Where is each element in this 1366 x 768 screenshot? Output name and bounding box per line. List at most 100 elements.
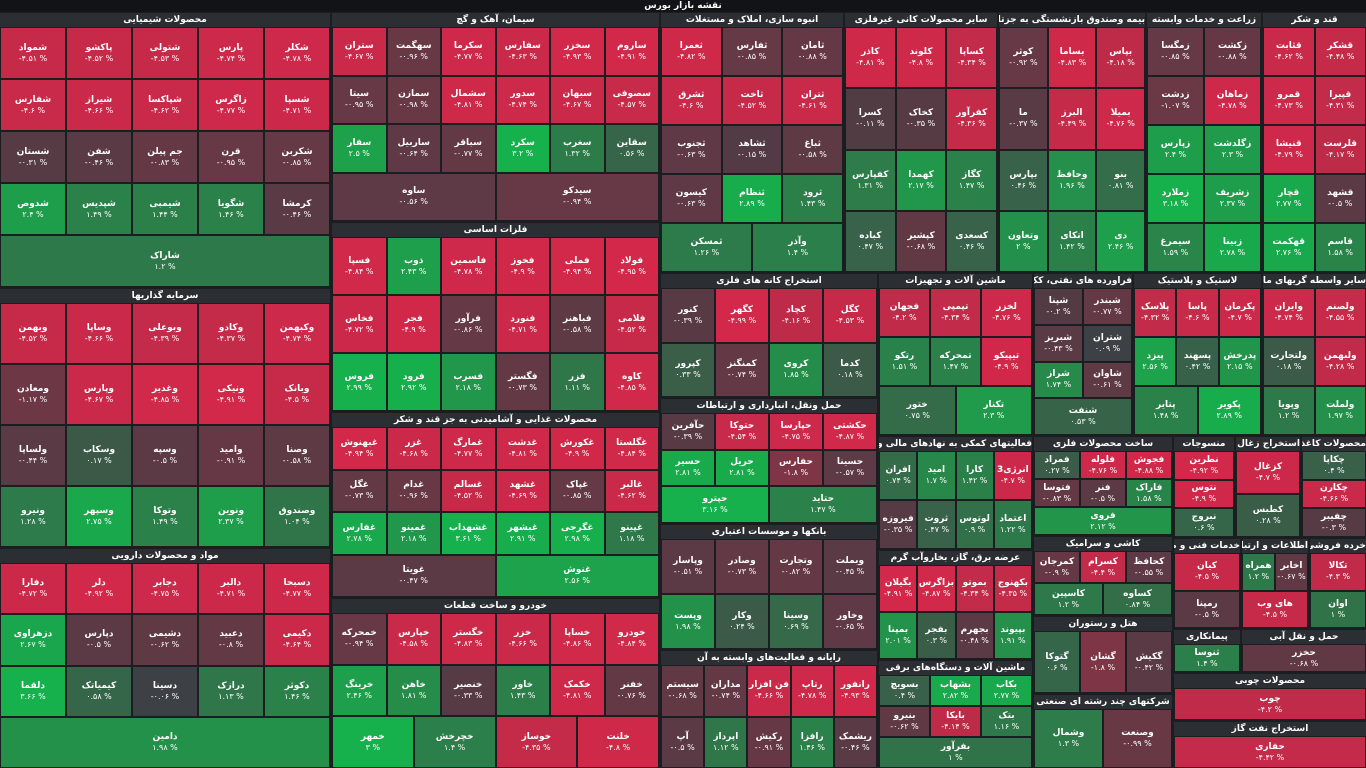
stock-change: ۲.۹۸ % xyxy=(564,533,591,543)
stock-change: -۴.۶۲ % xyxy=(150,105,180,115)
stock-tile: ثامان -۰.۸۸ % xyxy=(782,27,843,76)
stock-tile: فاسمین -۴.۷۸ % xyxy=(441,237,496,295)
stock-tile: وآذر ۱.۴ % xyxy=(752,223,843,272)
stock-tile: فزر ۱.۱۱ % xyxy=(550,353,605,411)
stock-tile: کارا ۱.۴۲ % xyxy=(955,451,994,500)
stock-tile: شاراک ۱.۲ % xyxy=(0,235,330,287)
stock-change: -۴.۳۷ % xyxy=(216,334,246,343)
stock-change: -۴.۶۲ % xyxy=(617,491,646,501)
stock-change: -۴.۵ % xyxy=(284,395,310,404)
stock-tile: خساپا -۴.۸۶ % xyxy=(550,613,605,665)
stock-tile: ونیرو ۱.۲۸ % xyxy=(0,486,66,547)
stock-change: -۴.۵۳ % xyxy=(835,315,865,325)
stock-change: -۴.۳۵ % xyxy=(522,742,551,752)
stock-name: زملارد xyxy=(1161,188,1190,198)
stock-name: فملی xyxy=(564,255,590,266)
stock-change: -۴.۷ % xyxy=(1255,473,1281,482)
stock-change: -۰.۴۲ % xyxy=(1134,662,1164,672)
stock-change: ۳.۶۶ % xyxy=(20,691,46,701)
stock-change: -۰.۹۴ % xyxy=(563,197,592,207)
sector-title: خودرو و ساخت قطعات xyxy=(332,599,659,613)
stock-change: -۴.۷۳ % xyxy=(1274,101,1303,110)
stock-tile: رکیش -۰.۹۱ % xyxy=(747,716,791,768)
stock-change: -۴.۸۴ % xyxy=(345,266,374,276)
stock-name: ونیکی xyxy=(217,384,245,394)
stock-change: -۰.۵۱ % xyxy=(673,567,703,576)
stock-name: ثعمرا xyxy=(679,41,703,51)
sector-title: ساخت محصولات فلزی xyxy=(1034,437,1172,451)
stock-change: -۰.۹۱ % xyxy=(754,742,784,752)
stock-tile: خودرو -۴.۸۴ % xyxy=(604,613,659,665)
stock-tile: ثعمرا -۴.۸۲ % xyxy=(661,27,722,76)
stock-change: -۴.۳۶ % xyxy=(957,119,986,129)
stock-name: غپاک xyxy=(566,480,589,491)
stock-tile: دلر -۴.۹۲ % xyxy=(66,563,132,615)
stock-change: -۴.۵ % xyxy=(1262,609,1288,619)
stock-name: ثجنوب xyxy=(677,139,706,149)
stock-change: -۰.۴۳ % xyxy=(1044,343,1073,353)
stock-name: پسهند xyxy=(1183,351,1212,361)
stock-name: درازک xyxy=(217,680,245,691)
stock-change: -۰.۴۸ % xyxy=(960,636,989,645)
stock-tile: سفارس -۴.۶۳ % xyxy=(495,27,550,76)
sector-title: اطلاعات و ارتباطات xyxy=(1242,539,1308,553)
sector: استخراج کانه های فلزی کگل -۴.۵۳ % کچاد -۴.۱۶… xyxy=(661,274,877,397)
stock-name: کگاز xyxy=(962,169,982,180)
stock-change: ۱.۴۲ % xyxy=(1059,241,1085,251)
stock-tile: فیروزه -۰.۳۵ % xyxy=(879,500,918,549)
stock-tile: شسپا -۴.۷۱ % xyxy=(264,79,330,131)
stock-name: امید xyxy=(927,465,946,475)
sector: استخراج نفت گاز حفاری -۴.۴۲ % xyxy=(1174,722,1366,768)
stock-change: ۰.۴۷ % xyxy=(923,525,950,534)
stock-name: فلامی xyxy=(618,313,646,324)
stock-tile: خگستر -۴.۸۳ % xyxy=(441,613,496,665)
stock-name: سخزر xyxy=(564,40,591,51)
stock-change: -۴.۹۲ % xyxy=(1189,465,1219,475)
stock-name: وتجارت xyxy=(779,556,813,566)
stock-name: بنیرو xyxy=(893,711,916,721)
stock-change: ۱.۴۲ % xyxy=(961,476,988,485)
stock-change: -۴.۸۵ % xyxy=(150,395,180,404)
stock-change: ۱.۴ % xyxy=(443,742,466,752)
stock-name: گتوکا xyxy=(1045,651,1069,662)
stock-name: شکلر xyxy=(285,42,309,53)
stock-tile: غگرجی ۲.۹۸ % xyxy=(550,512,605,555)
sector-title: خدمات فنی و مهندسی xyxy=(1174,539,1240,553)
stock-change: -۴.۷۷ % xyxy=(454,448,483,458)
stock-name: کگل xyxy=(840,304,860,315)
stock-tile: انرژی3 -۴.۷ % xyxy=(993,451,1032,500)
stock-tile: امید ۱.۷ % xyxy=(917,451,956,500)
stock-tile: بکاب ۲.۷۷ % xyxy=(981,675,1032,706)
stock-tile: غالبر -۴.۶۲ % xyxy=(604,469,659,512)
stock-change: ۱.۹۸ % xyxy=(675,622,701,631)
stock-tile: مداران -۰.۷۴ % xyxy=(704,665,748,717)
stock-tile: حتوکا -۴.۵۴ % xyxy=(715,413,769,450)
sector: قند و شکر قشکر -۴.۴۸ % قثابت -۴.۶۲ % قپیرا -۴.… xyxy=(1263,13,1366,272)
stock-change: -۴.۴۸ % xyxy=(1326,52,1355,61)
stock-tile: وغدیر -۴.۸۵ % xyxy=(132,364,198,425)
stock-change: -۰.۲ % xyxy=(1046,306,1071,316)
stock-change: -۴.۸۱ % xyxy=(508,448,537,458)
stock-name: سیتا xyxy=(349,89,370,100)
stock-change: -۰.۸۵ % xyxy=(282,157,312,167)
stock-name: تپمپی xyxy=(942,302,969,312)
stock-change: ۱.۷۴ % xyxy=(1045,380,1072,390)
stock-tile: قهکمت ۲.۷۶ % xyxy=(1263,223,1315,272)
stock-change: -۴.۸۸ % xyxy=(1134,465,1164,475)
stock-name: ما xyxy=(1018,108,1028,119)
stock-change: ۲.۱۷ % xyxy=(908,180,934,190)
stock-tile: حسیر ۲.۸۱ % xyxy=(661,449,715,487)
stock-name: انرژی3 xyxy=(996,465,1029,475)
stock-name: فتوسا xyxy=(1043,482,1071,493)
stock-tile: غفارس ۲.۷۸ % xyxy=(332,512,387,555)
stock-change: ۱.۲ % xyxy=(154,261,176,271)
stock-name: غکورش xyxy=(559,437,595,448)
stock-change: -۴.۸۷ % xyxy=(922,589,951,598)
stock-change: ۰.۴ % xyxy=(893,691,916,700)
stock-name: کپشیر xyxy=(907,230,935,241)
stock-name: البرز xyxy=(1061,108,1083,119)
sector: شرکتهای چند رشته ای صنعتی وصنعت -۰.۹۹ % وشم… xyxy=(1034,695,1172,768)
stock-name: کسعدی xyxy=(955,230,989,241)
stock-change: -۰.۸۸ % xyxy=(798,52,827,61)
stock-change: ۰.۷۴ % xyxy=(885,476,911,485)
